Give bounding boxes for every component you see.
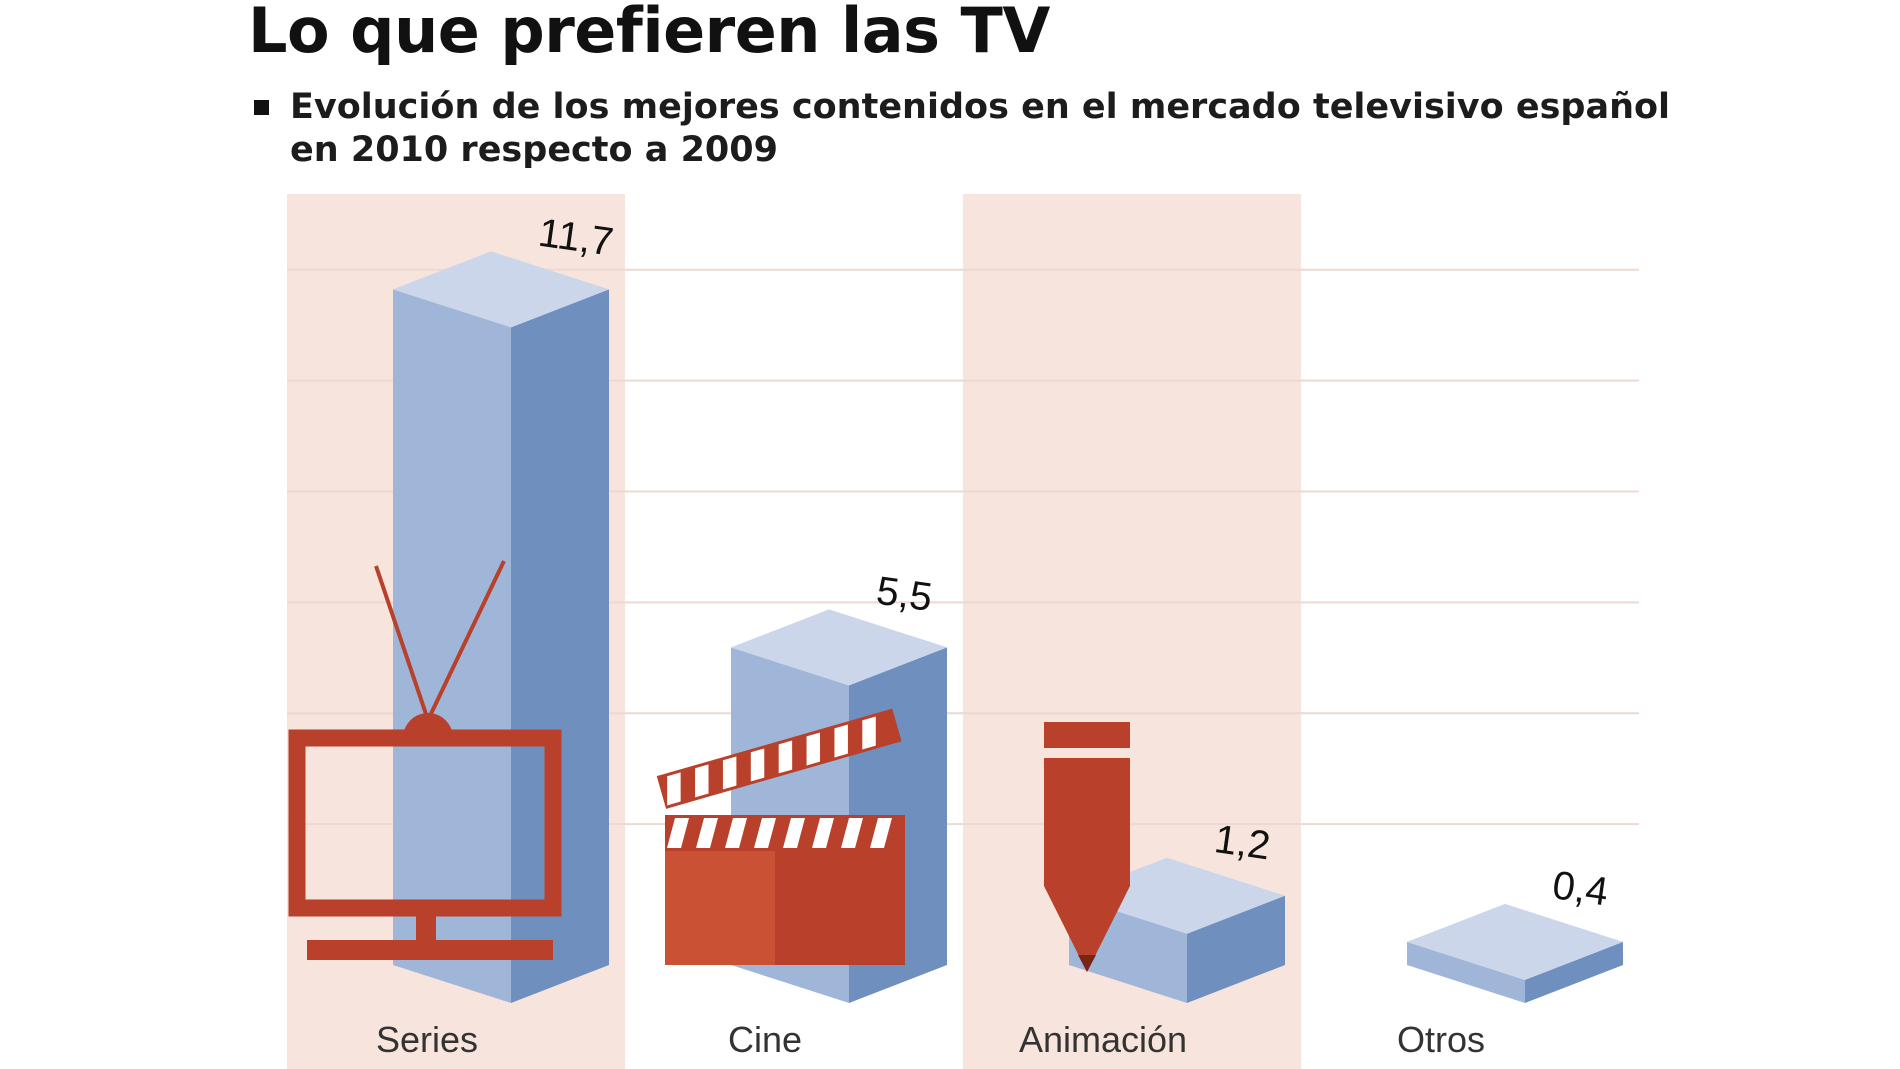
bar-side: [1187, 895, 1285, 1003]
subtitle-line-2: en 2010 respecto a 2009: [290, 130, 778, 170]
value-label: 1,2: [1212, 817, 1273, 868]
clapper-arm-stripe: [834, 724, 848, 758]
category-label: Otros: [1397, 1019, 1485, 1060]
pencil-eraser: [1044, 722, 1130, 748]
clapper-arm-stripe: [695, 764, 709, 798]
pencil-tip: [1044, 879, 1130, 972]
value-label: 5,5: [874, 569, 935, 620]
clapper-arm-stripe: [862, 716, 876, 750]
bar-side: [1525, 941, 1623, 1003]
bar-side: [511, 289, 609, 1003]
clapper-arm-stripe: [778, 740, 793, 774]
clapper-stripe: [696, 818, 718, 848]
bar-top: [1407, 903, 1623, 980]
clapper-stripe: [725, 818, 747, 848]
clapper-stripe: [783, 818, 805, 848]
category-label: Series: [376, 1019, 478, 1060]
category-label: Cine: [728, 1019, 802, 1060]
clapper-stripe: [754, 818, 776, 848]
bar-top: [731, 609, 947, 686]
clapper-stripe: [841, 818, 863, 848]
clapper-stripe: [812, 818, 834, 848]
tv-icon: [288, 560, 562, 960]
clapper-stripe: [667, 818, 689, 848]
tv-antenna-left: [374, 565, 430, 721]
bar-front: [1407, 941, 1525, 1003]
clapper-arm-stripe: [667, 772, 681, 806]
category-label: Animación: [1019, 1019, 1187, 1060]
chart-title: Lo que prefieren las TV: [248, 0, 1050, 67]
subtitle-bullet: [254, 100, 269, 115]
tv-neck: [416, 908, 436, 942]
clapper-arm-stripe: [722, 756, 737, 790]
pencil-shaft: [1044, 758, 1130, 886]
clapper-stripe: [870, 818, 892, 848]
clapper-arm-stripe: [806, 732, 821, 766]
tv-antenna-right: [426, 560, 506, 721]
category-icons: [288, 560, 1130, 972]
subtitle-line-1: Evolución de los mejores contenidos en e…: [290, 87, 1671, 127]
value-label: 0,4: [1550, 863, 1611, 914]
chart-subtitle: Evolución de los mejores contenidos en e…: [254, 86, 1671, 172]
pencil-lead: [1078, 955, 1096, 972]
clapper-arm-stripe: [750, 748, 765, 782]
bar-front: [393, 289, 511, 1003]
clapperboard-icon: [656, 708, 905, 965]
bar-top: [393, 251, 609, 328]
value-label: 11,7: [536, 211, 616, 265]
tv-stand: [307, 940, 553, 960]
labels: 11,7 Series 5,5 Cine 1,2 Animación 0,4 Otros: [376, 211, 1611, 1060]
clapper-arm: [656, 708, 902, 809]
pencil-icon: [1044, 722, 1130, 972]
